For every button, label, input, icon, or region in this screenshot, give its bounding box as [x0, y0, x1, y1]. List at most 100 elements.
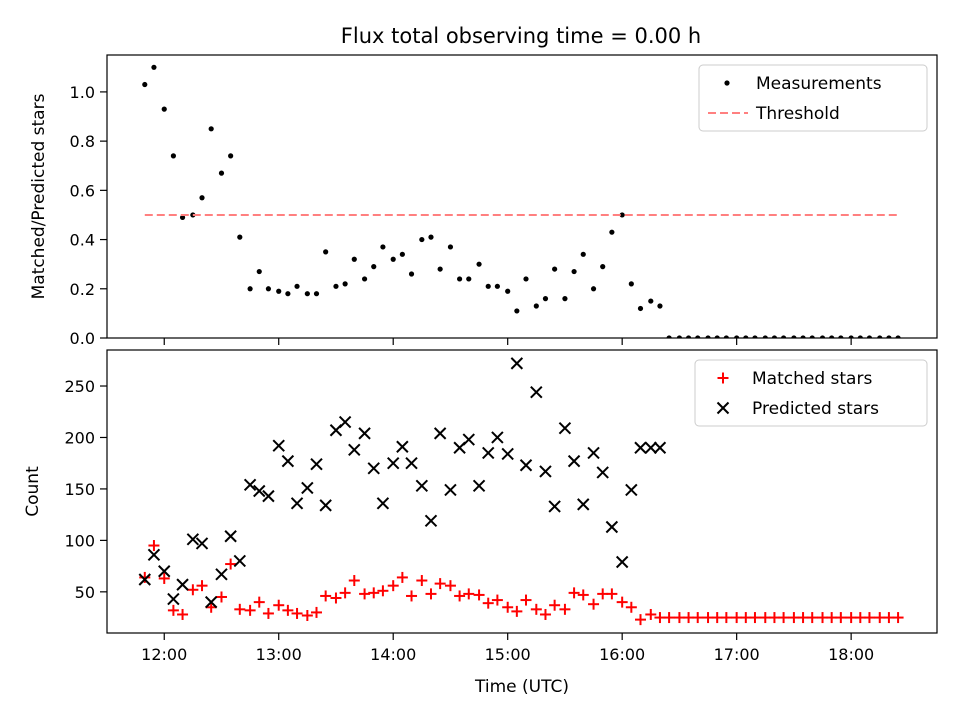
matched-star-point — [396, 571, 408, 583]
matched-star-point — [463, 588, 475, 600]
predicted-star-point — [539, 465, 552, 478]
measurement-point — [447, 244, 454, 250]
measurement-point — [256, 268, 262, 275]
matched-star-point — [244, 604, 256, 616]
matched-star-point — [530, 603, 542, 615]
matched-star-point — [158, 572, 170, 584]
predicted-star-point — [233, 554, 247, 568]
bottom-panel: 50 100 150 200 250 12:00 13:00 14:00 15:00 16:00 1… — [23, 349, 938, 697]
matched-star-point — [225, 558, 237, 570]
matched-star-point — [301, 610, 313, 622]
matched-star-point — [577, 589, 589, 601]
measurement-point — [485, 283, 491, 289]
measurement-point — [218, 170, 225, 176]
measurement-point — [609, 229, 615, 235]
predicted-star-point — [158, 565, 171, 578]
matched-star-point — [434, 578, 446, 590]
measurement-point — [437, 266, 443, 272]
matched-star-point — [215, 591, 227, 603]
matched-star-point — [625, 601, 637, 613]
top-ylabel: Matched/Predicted stars — [29, 93, 49, 299]
predicted-star-point — [338, 415, 352, 429]
measurement-point — [552, 266, 558, 272]
matched-star-point — [282, 604, 294, 616]
matched-star-point — [491, 594, 503, 606]
measurement-point — [685, 335, 692, 338]
matched-star-point — [520, 594, 532, 606]
measurement-point — [877, 335, 883, 338]
predicted-star-point — [301, 481, 314, 495]
legend-entry-label: Measurements — [756, 74, 882, 94]
measurement-point — [514, 308, 520, 314]
top-ytick-label: 0.6 — [70, 181, 95, 200]
top-ytick-label: 0.8 — [70, 132, 95, 151]
matched-star-point — [473, 589, 485, 601]
matched-star-point — [377, 585, 389, 597]
predicted-star-point — [281, 454, 295, 468]
matched-star-point — [339, 587, 351, 599]
bottom-xtick-label: 14:00 — [370, 645, 416, 664]
measurement-point — [895, 335, 901, 338]
predicted-star-point — [348, 443, 361, 457]
bottom-xtick-label: 18:00 — [828, 645, 874, 664]
predicted-star-point — [204, 595, 218, 609]
measurement-point — [771, 335, 778, 338]
measurement-point — [494, 283, 500, 289]
matched-star-point — [359, 588, 371, 600]
measurement-point — [285, 291, 291, 297]
predicted-star-point — [167, 592, 180, 606]
matched-star-point — [368, 587, 380, 599]
matched-star-point — [262, 607, 274, 619]
matched-star-point — [720, 612, 732, 624]
predicted-star-point — [482, 446, 495, 460]
matched-star-point — [482, 597, 494, 609]
legend-entry-label: Matched stars — [752, 369, 872, 389]
matched-star-point — [291, 607, 303, 619]
measurement-point — [228, 153, 234, 159]
predicted-star-point — [625, 483, 638, 497]
matched-star-point — [892, 612, 904, 624]
top-ytick-label: 0.2 — [70, 280, 95, 299]
matched-star-point — [253, 596, 265, 608]
predicted-star-point — [215, 568, 228, 581]
measurement-point — [637, 305, 644, 312]
measurement-point — [657, 303, 663, 309]
predicted-star-point — [596, 466, 609, 479]
matched-star-point — [778, 612, 790, 624]
measurement-point — [208, 126, 214, 132]
legend-matched-swatch — [717, 372, 729, 384]
matched-star-point — [568, 587, 580, 599]
matched-star-point — [425, 588, 437, 600]
bottom-legend: Matched stars Predicted stars — [694, 359, 928, 427]
predicted-star-point — [195, 537, 209, 550]
matched-star-point — [348, 575, 360, 587]
bottom-ytick-label: 100 — [64, 531, 95, 550]
predicted-star-point — [558, 422, 572, 435]
top-legend-box — [698, 64, 928, 132]
legend-entry-label: Threshold — [755, 104, 840, 124]
measurement-point — [142, 81, 148, 88]
matched-star-point — [454, 590, 466, 602]
predicted-star-point — [653, 441, 667, 454]
matched-star-point — [205, 601, 217, 613]
measurement-point — [361, 276, 368, 282]
matched-star-point — [588, 598, 600, 610]
measurement-point — [676, 335, 683, 338]
predicted-star-point — [176, 578, 189, 591]
matched-star-point — [835, 612, 847, 624]
measurement-point — [533, 303, 539, 309]
predicted-star-point — [367, 462, 380, 475]
matched-star-point — [539, 608, 551, 620]
predicted-star-point — [243, 478, 257, 492]
bottom-legend-box — [694, 359, 928, 427]
figure-title: Flux total observing time = 0.00 h — [341, 24, 701, 48]
legend-measurement-swatch — [724, 80, 730, 86]
measurement-point — [179, 214, 186, 221]
predicted-star-point — [147, 548, 161, 561]
measurement-point — [829, 335, 835, 338]
bottom-xtick-label: 12:00 — [141, 645, 187, 664]
predicted-star-point — [587, 446, 600, 460]
legend-entry-label: Predicted stars — [752, 399, 879, 419]
matched-star-point — [806, 612, 818, 624]
measurement-point — [752, 335, 758, 338]
